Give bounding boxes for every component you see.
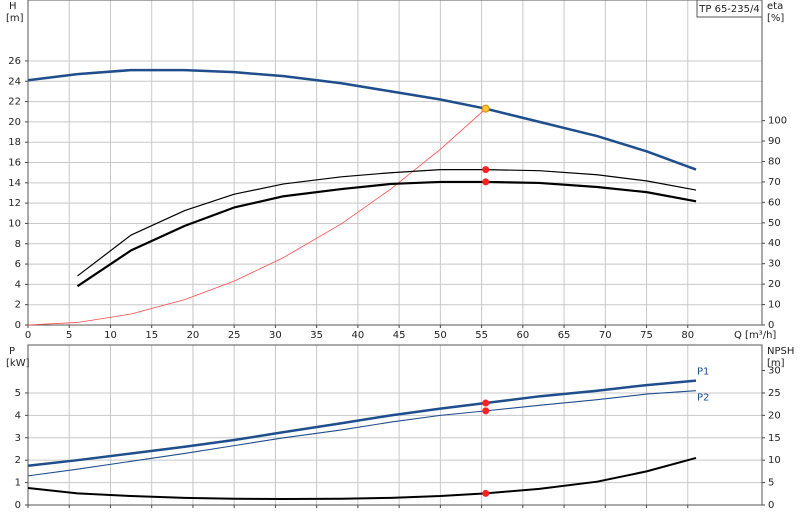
y2-tick-label: 20 bbox=[768, 410, 781, 421]
y2-tick-label: 100 bbox=[768, 116, 787, 127]
x-tick-label: 40 bbox=[352, 330, 365, 341]
y2-tick-label: 0 bbox=[768, 320, 774, 331]
y2-tick-label: 10 bbox=[768, 455, 781, 466]
curve bbox=[27, 108, 486, 326]
y-axis-label: H bbox=[9, 1, 17, 12]
y2-tick-label: 5 bbox=[768, 478, 774, 489]
y-axis-unit: [m] bbox=[6, 13, 24, 24]
x-tick-label: 25 bbox=[228, 330, 241, 341]
x-tick-label: 55 bbox=[475, 330, 488, 341]
x-tick-label: 70 bbox=[599, 330, 612, 341]
y2-tick-label: 90 bbox=[768, 136, 781, 147]
y-tick-label: 1 bbox=[15, 478, 21, 489]
y2-tick-label: 0 bbox=[768, 500, 774, 511]
curve bbox=[27, 379, 697, 468]
duty-point bbox=[482, 489, 490, 497]
y2-tick-label: 15 bbox=[768, 433, 781, 444]
curve bbox=[27, 390, 697, 477]
plot-frame bbox=[27, 0, 763, 326]
x-axis-label: Q [m³/h] bbox=[734, 330, 776, 341]
y-tick-label: 24 bbox=[8, 76, 21, 87]
y-tick-label: 5 bbox=[15, 388, 21, 399]
y2-tick-label: 80 bbox=[768, 156, 781, 167]
x-tick-label: 15 bbox=[145, 330, 158, 341]
y-tick-label: 0 bbox=[15, 320, 21, 331]
y-tick-label: 2 bbox=[15, 300, 21, 311]
y2-tick-label: 10 bbox=[768, 300, 781, 311]
y-tick-label: 4 bbox=[15, 279, 21, 290]
x-tick-label: 75 bbox=[640, 330, 653, 341]
y-tick-label: 10 bbox=[8, 218, 21, 229]
y-tick-label: 26 bbox=[8, 56, 21, 67]
plot-frame bbox=[27, 344, 763, 506]
x-tick-label: 35 bbox=[310, 330, 323, 341]
y-tick-label: 22 bbox=[8, 97, 21, 108]
y-tick-label: 14 bbox=[8, 178, 21, 189]
curve bbox=[77, 169, 697, 277]
x-tick-label: 45 bbox=[393, 330, 406, 341]
y2-tick-label: 20 bbox=[768, 279, 781, 290]
y-tick-label: 3 bbox=[15, 433, 21, 444]
x-tick-label: 10 bbox=[104, 330, 117, 341]
y-tick-label: 4 bbox=[15, 410, 21, 421]
y-tick-label: 18 bbox=[8, 137, 21, 148]
y2-tick-label: 25 bbox=[768, 388, 781, 399]
x-tick-label: 30 bbox=[269, 330, 282, 341]
curve bbox=[76, 180, 697, 288]
y2-tick-label: 50 bbox=[768, 218, 781, 229]
x-tick-label: 60 bbox=[516, 330, 529, 341]
duty-point bbox=[482, 166, 490, 174]
y-tick-label: 12 bbox=[8, 198, 21, 209]
duty-point bbox=[481, 104, 490, 113]
chart-title: TP 65-235/4 bbox=[698, 4, 759, 15]
series-label: P2 bbox=[697, 393, 709, 404]
y2-tick-label: 60 bbox=[768, 197, 781, 208]
y-tick-label: 6 bbox=[15, 259, 21, 270]
y-tick-label: 2 bbox=[15, 455, 21, 466]
curve bbox=[27, 456, 697, 500]
y2-tick-label: 30 bbox=[768, 366, 781, 377]
y2-axis-label: NPSH bbox=[767, 346, 794, 357]
series-label: P1 bbox=[697, 367, 709, 378]
x-tick-label: 65 bbox=[558, 330, 571, 341]
y2-axis-label: eta bbox=[767, 1, 783, 12]
x-tick-label: 0 bbox=[25, 330, 31, 341]
duty-point bbox=[482, 399, 490, 407]
y-axis-label: P bbox=[9, 346, 15, 357]
x-tick-label: 20 bbox=[187, 330, 200, 341]
x-tick-label: 50 bbox=[434, 330, 447, 341]
y-tick-label: 16 bbox=[8, 158, 21, 169]
y2-tick-label: 30 bbox=[768, 259, 781, 270]
y-tick-label: 20 bbox=[8, 117, 21, 128]
y-tick-label: 8 bbox=[15, 239, 21, 250]
x-tick-label: 80 bbox=[681, 330, 694, 341]
duty-point bbox=[482, 407, 490, 415]
y2-axis-unit: [m] bbox=[767, 358, 785, 369]
y-axis-unit: [kW] bbox=[6, 358, 30, 369]
y2-tick-label: 70 bbox=[768, 177, 781, 188]
curve bbox=[27, 68, 697, 171]
y-tick-label: 0 bbox=[15, 500, 21, 511]
y2-axis-unit: [%] bbox=[767, 13, 784, 24]
plot-area bbox=[28, 345, 762, 505]
x-tick-label: 5 bbox=[66, 330, 72, 341]
title-box bbox=[696, 0, 763, 18]
y2-tick-label: 40 bbox=[768, 238, 781, 249]
duty-point bbox=[482, 178, 490, 186]
